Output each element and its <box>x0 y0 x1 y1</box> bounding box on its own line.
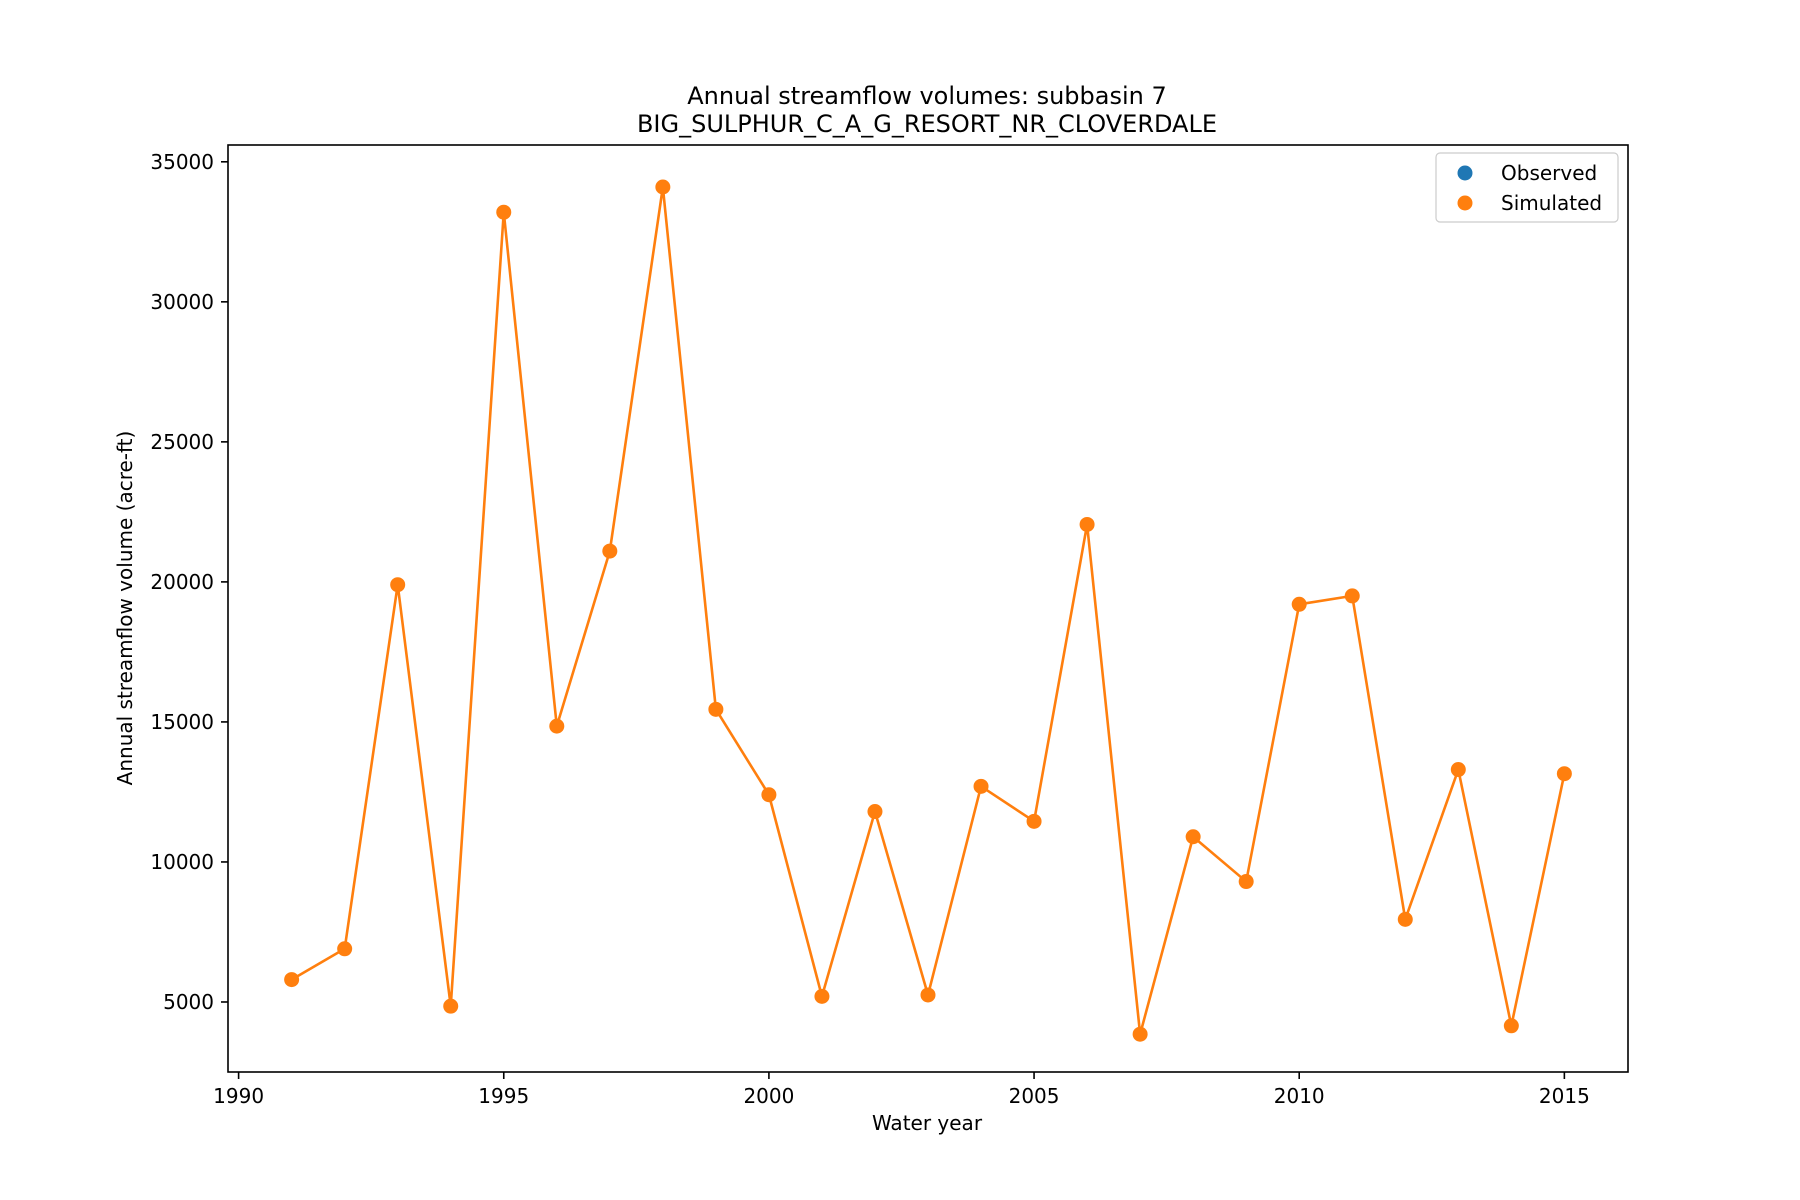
legend-label-observed: Observed <box>1501 161 1597 185</box>
simulated-point <box>1344 588 1360 604</box>
x-tick-label: 2005 <box>1009 1084 1060 1108</box>
x-tick-label: 1990 <box>213 1084 264 1108</box>
plot-frame <box>227 144 1629 1073</box>
legend-box <box>1435 152 1619 223</box>
x-axis-label: Water year <box>872 1111 983 1135</box>
simulated-point <box>284 972 300 988</box>
legend-marker-observed <box>1457 165 1473 181</box>
y-tick-label: 15000 <box>150 710 214 734</box>
simulated-point <box>443 998 459 1014</box>
simulated-point <box>496 204 512 220</box>
simulated-point <box>1556 766 1572 782</box>
simulated-point <box>1185 829 1201 845</box>
simulated-point <box>1079 516 1095 532</box>
y-tick-label: 35000 <box>150 150 214 174</box>
x-tick-label: 2015 <box>1539 1084 1590 1108</box>
simulated-point <box>549 718 565 734</box>
plot-area <box>284 179 1572 1042</box>
simulated-point <box>814 988 830 1004</box>
simulated-point <box>1450 762 1466 778</box>
chart-title: Annual streamflow volumes: subbasin 7 <box>687 82 1167 110</box>
simulated-point <box>867 804 883 820</box>
x-axis: 1990 1995 2000 2005 2010 2015 <box>213 1072 1590 1108</box>
x-tick-label: 1995 <box>478 1084 529 1108</box>
y-tick-label: 30000 <box>150 290 214 314</box>
simulated-point <box>920 987 936 1003</box>
y-axis-label: Annual streamflow volume (acre-ft) <box>113 431 137 786</box>
simulated-point <box>602 543 618 559</box>
x-tick-label: 2000 <box>743 1084 794 1108</box>
chart-subtitle: BIG_SULPHUR_C_A_G_RESORT_NR_CLOVERDALE <box>637 110 1217 138</box>
simulated-point <box>973 778 989 794</box>
y-tick-label: 5000 <box>163 990 214 1014</box>
y-axis: 5000 10000 15000 20000 25000 30000 35000 <box>150 150 228 1014</box>
y-tick-label: 20000 <box>150 570 214 594</box>
x-tick-label: 2010 <box>1274 1084 1325 1108</box>
simulated-point <box>761 787 777 803</box>
simulated-point <box>337 941 353 957</box>
simulated-point <box>1026 813 1042 829</box>
simulated-point <box>1503 1018 1519 1034</box>
simulated-point <box>390 577 406 593</box>
y-tick-label: 25000 <box>150 430 214 454</box>
simulated-point <box>655 179 671 195</box>
simulated-point <box>1291 596 1307 612</box>
y-tick-label: 10000 <box>150 850 214 874</box>
legend-label-simulated: Simulated <box>1501 191 1602 215</box>
simulated-point <box>1238 874 1254 890</box>
simulated-point <box>708 701 724 717</box>
legend-marker-simulated <box>1457 195 1473 211</box>
simulated-point <box>1397 911 1413 927</box>
legend: Observed Simulated <box>1435 152 1619 223</box>
simulated-point <box>1132 1026 1148 1042</box>
